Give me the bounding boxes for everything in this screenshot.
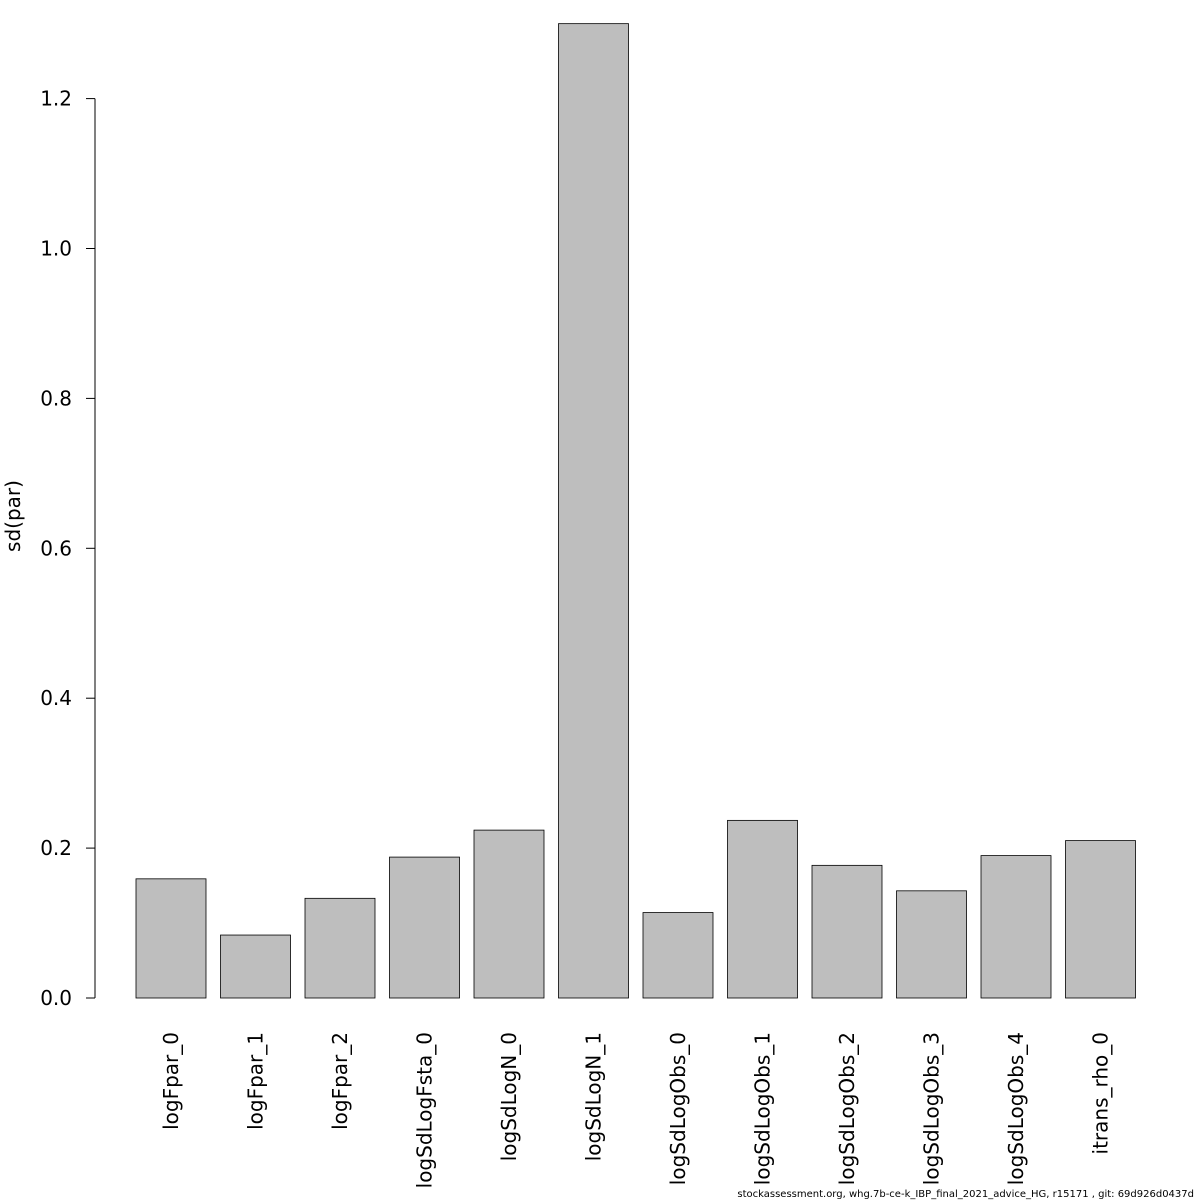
y-axis-label: sd(par) <box>1 480 25 552</box>
bar-logSdLogFsta_0 <box>389 856 460 999</box>
y-tick-label: 0.2 <box>40 836 72 860</box>
y-tick-label: 0.0 <box>40 986 72 1010</box>
x-tick-label: logSdLogObs_0 <box>666 1032 690 1185</box>
y-tick-label: 0.8 <box>40 386 72 410</box>
x-tick-label: logFpar_2 <box>328 1032 352 1130</box>
bar-logFpar_0 <box>135 878 207 999</box>
x-tick-label: itrans_rho_0 <box>1089 1032 1113 1154</box>
x-tick-label: logSdLogObs_1 <box>751 1032 775 1185</box>
x-tick-label: logFpar_1 <box>244 1032 268 1130</box>
y-axis: 0.0 0.2 0.4 0.6 0.8 1.0 1.2 <box>40 87 96 1010</box>
x-axis-labels: logFpar_0 logFpar_1 logFpar_2 logSdLogFsta_… <box>159 1032 1113 1188</box>
bar-logFpar_2 <box>304 897 376 999</box>
bar-logFpar_1 <box>220 934 291 999</box>
bars <box>135 23 1136 999</box>
x-tick-label: logSdLogObs_2 <box>835 1032 859 1185</box>
bar-logSdLogObs_4 <box>980 855 1052 999</box>
bar-logSdLogN_1 <box>558 23 629 999</box>
y-tick-label: 0.6 <box>40 536 72 560</box>
x-tick-label: logSdLogObs_4 <box>1004 1032 1028 1185</box>
x-tick-label: logSdLogObs_3 <box>920 1032 944 1185</box>
x-tick-label: logSdLogN_1 <box>582 1032 606 1161</box>
x-tick-label: logSdLogN_0 <box>497 1032 521 1161</box>
x-tick-label: logSdLogFsta_0 <box>413 1032 437 1188</box>
bar-logSdLogObs_3 <box>896 890 967 999</box>
bar-logSdLogObs_0 <box>642 912 714 999</box>
bar-logSdLogObs_2 <box>811 864 883 999</box>
bar-itrans_rho_0 <box>1065 840 1136 999</box>
y-tick-label: 1.2 <box>40 87 72 111</box>
bar-logSdLogObs_1 <box>727 819 798 999</box>
bar-logSdLogN_0 <box>473 829 545 999</box>
x-tick-label: logFpar_0 <box>159 1032 183 1130</box>
y-tick-label: 0.4 <box>40 686 72 710</box>
y-tick-label: 1.0 <box>40 237 72 261</box>
footer-caption: stockassessment.org, whg.7b-ce-k_IBP_fin… <box>737 1189 1194 1200</box>
